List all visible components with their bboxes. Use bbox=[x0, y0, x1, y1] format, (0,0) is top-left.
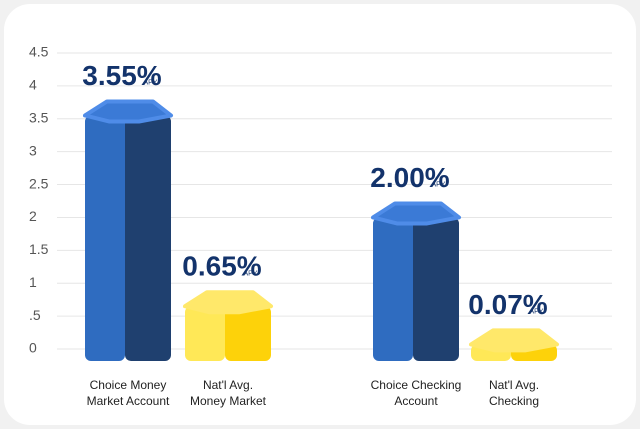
bar-top bbox=[183, 290, 273, 315]
x-tick-label: Nat'l Avg. bbox=[203, 378, 253, 392]
x-tick-label: Checking bbox=[489, 394, 539, 408]
value-suffix: APY¹ bbox=[529, 309, 546, 316]
value-label: 0.65% bbox=[182, 251, 261, 282]
x-tick-label: Money Market bbox=[190, 394, 267, 408]
value-label: 2.00% bbox=[370, 162, 449, 193]
x-tick-label: Market Account bbox=[87, 394, 170, 408]
bar bbox=[373, 217, 413, 361]
x-tick-label: Choice Money bbox=[90, 378, 167, 392]
bar bbox=[85, 115, 125, 361]
y-tick-label: 1.5 bbox=[29, 241, 49, 257]
y-tick-label: 3 bbox=[29, 142, 37, 158]
y-tick-label: 3.5 bbox=[29, 109, 49, 125]
x-tick-label: Nat'l Avg. bbox=[489, 378, 539, 392]
bar-side bbox=[413, 217, 459, 361]
value-suffix: APY¹ bbox=[431, 182, 448, 189]
bar-side bbox=[125, 115, 171, 361]
y-tick-label: 4 bbox=[29, 77, 37, 93]
y-tick-label: .5 bbox=[29, 307, 41, 323]
x-tick-label: Choice Checking bbox=[371, 378, 462, 392]
value-suffix: APY¹ bbox=[243, 270, 260, 277]
bar-top bbox=[371, 201, 461, 226]
y-tick-label: 0 bbox=[29, 340, 37, 356]
value-label: 3.55% bbox=[82, 60, 161, 91]
bar-side bbox=[225, 306, 271, 361]
bar-top bbox=[83, 99, 173, 124]
bar-top bbox=[469, 328, 559, 353]
bar bbox=[185, 306, 225, 361]
value-suffix: APY¹ bbox=[143, 80, 160, 87]
x-tick-label: Account bbox=[394, 394, 438, 408]
y-tick-label: 2.5 bbox=[29, 175, 49, 191]
value-label: 0.07% bbox=[468, 289, 547, 320]
y-tick-label: 4.5 bbox=[29, 44, 49, 60]
y-tick-label: 2 bbox=[29, 208, 37, 224]
y-tick-label: 1 bbox=[29, 274, 37, 290]
